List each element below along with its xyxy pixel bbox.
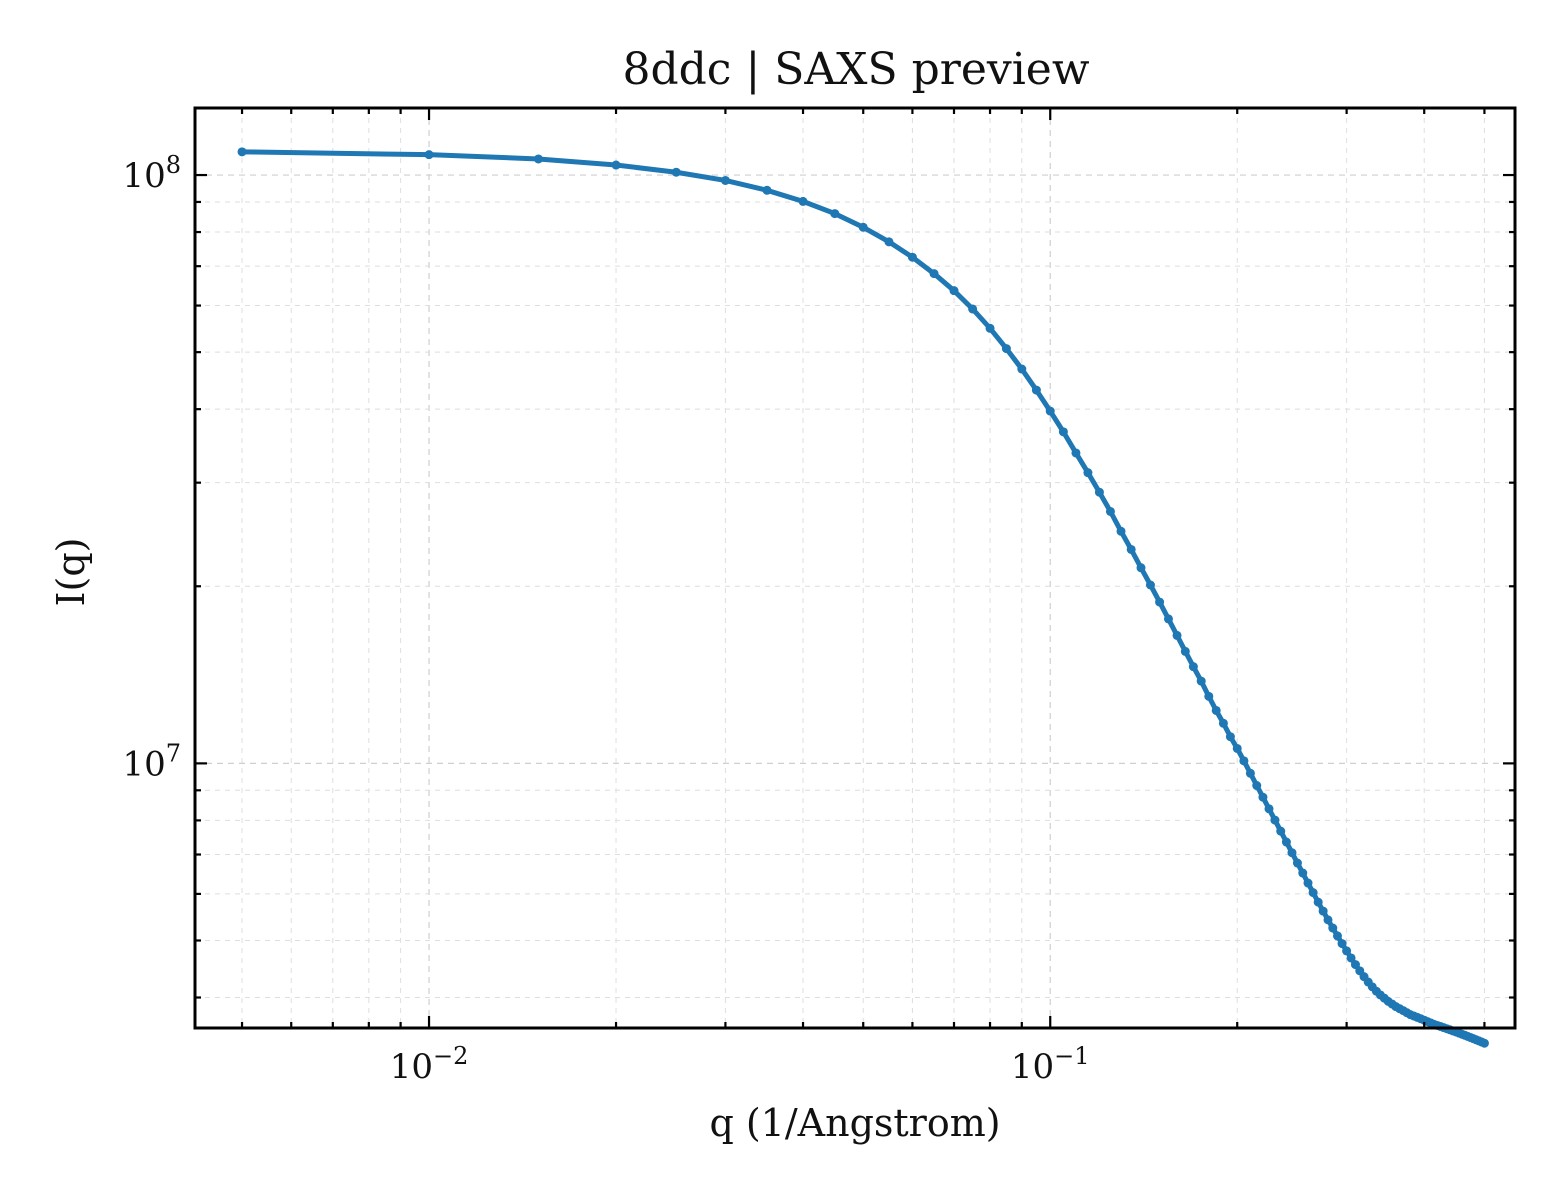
data-point — [1071, 448, 1081, 458]
data-point — [1045, 406, 1055, 416]
data-point — [1276, 826, 1286, 836]
data-point — [1031, 385, 1041, 395]
data-point — [929, 269, 939, 279]
data-point — [1264, 804, 1274, 814]
data-point — [1346, 953, 1356, 963]
data-point — [1211, 705, 1221, 715]
data-point — [1116, 526, 1126, 536]
series-layer — [237, 147, 1489, 1048]
data-point — [1196, 676, 1206, 686]
data-point — [1479, 1038, 1489, 1048]
y-tick-label: 107 — [122, 739, 181, 784]
y-axis-label: I(q) — [49, 538, 93, 607]
data-point — [1303, 878, 1313, 888]
data-point — [1328, 923, 1338, 933]
data-point — [884, 237, 894, 247]
data-point — [1239, 756, 1249, 766]
data-point — [1245, 768, 1255, 778]
data-point — [858, 222, 868, 232]
data-point — [1270, 815, 1280, 825]
data-point — [1155, 597, 1165, 607]
data-point — [1287, 848, 1297, 858]
x-axis-label: q (1/Angstrom) — [709, 1101, 1000, 1145]
data-point — [671, 167, 681, 177]
data-point — [1332, 931, 1342, 941]
data-point — [1232, 743, 1242, 753]
plot-frame — [193, 106, 1517, 1030]
data-point — [1058, 427, 1068, 437]
data-point — [611, 160, 621, 170]
data-point — [1145, 580, 1155, 590]
data-point — [1180, 646, 1190, 656]
data-point — [720, 175, 730, 185]
data-point — [1204, 691, 1214, 701]
data-point — [1225, 732, 1235, 742]
data-point — [1136, 563, 1146, 573]
data-point — [1350, 960, 1360, 970]
data-point — [830, 209, 840, 219]
data-point — [1083, 468, 1093, 478]
data-point — [424, 150, 434, 160]
data-point — [968, 304, 978, 314]
data-point — [1313, 897, 1323, 907]
data-point — [1163, 614, 1173, 624]
data-point — [1298, 868, 1308, 878]
data-point — [1188, 662, 1198, 672]
data-point — [762, 185, 772, 195]
data-point — [1281, 837, 1291, 847]
data-point — [1292, 858, 1302, 868]
data-point — [1094, 487, 1104, 497]
data-point — [1017, 364, 1027, 374]
data-point — [907, 252, 917, 262]
data-point — [533, 154, 543, 164]
data-point — [798, 196, 808, 206]
data-point — [949, 286, 959, 296]
y-tick-label: 108 — [122, 151, 181, 196]
data-point — [1258, 792, 1268, 802]
data-point — [1342, 946, 1352, 956]
data-point — [1126, 544, 1136, 554]
data-point — [1218, 718, 1228, 728]
chart-title: 8ddc | SAXS preview — [622, 44, 1089, 95]
grid — [195, 108, 1515, 1028]
x-tick-label: 10−1 — [1011, 1042, 1090, 1087]
data-point — [1318, 906, 1328, 916]
data-point — [1105, 506, 1115, 516]
data-point — [1001, 344, 1011, 354]
data-point — [1337, 939, 1347, 949]
data-point — [1308, 888, 1318, 898]
data-point — [1252, 781, 1262, 791]
data-point — [1172, 630, 1182, 640]
data-point — [985, 323, 995, 333]
ticks: 10−2 10−1 107 108 — [122, 108, 1515, 1087]
data-point — [237, 147, 247, 157]
data-point — [1323, 915, 1333, 925]
x-tick-label: 10−2 — [390, 1042, 469, 1087]
